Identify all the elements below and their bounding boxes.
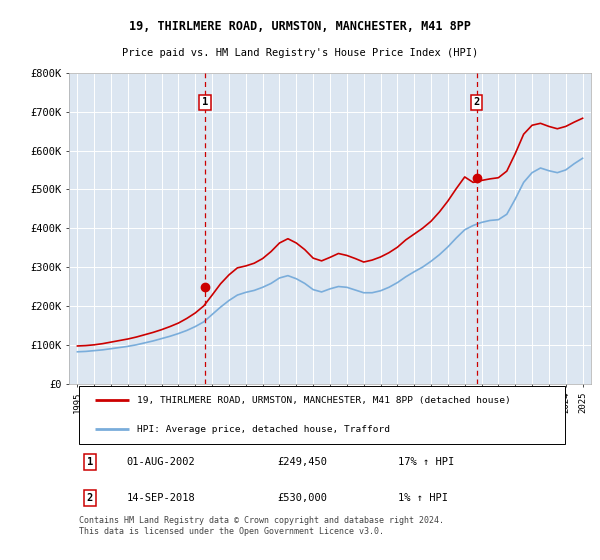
Text: Contains HM Land Registry data © Crown copyright and database right 2024.
This d: Contains HM Land Registry data © Crown c… (79, 516, 445, 536)
FancyBboxPatch shape (79, 385, 565, 444)
Text: £249,450: £249,450 (278, 458, 328, 468)
Text: 1: 1 (202, 97, 208, 108)
Text: 19, THIRLMERE ROAD, URMSTON, MANCHESTER, M41 8PP: 19, THIRLMERE ROAD, URMSTON, MANCHESTER,… (129, 20, 471, 32)
Text: 01-AUG-2002: 01-AUG-2002 (127, 458, 195, 468)
Text: 17% ↑ HPI: 17% ↑ HPI (398, 458, 454, 468)
Text: 14-SEP-2018: 14-SEP-2018 (127, 493, 195, 503)
Text: 2: 2 (87, 493, 93, 503)
Text: Price paid vs. HM Land Registry's House Price Index (HPI): Price paid vs. HM Land Registry's House … (122, 48, 478, 58)
Text: 19, THIRLMERE ROAD, URMSTON, MANCHESTER, M41 8PP (detached house): 19, THIRLMERE ROAD, URMSTON, MANCHESTER,… (137, 396, 511, 405)
Text: 1: 1 (87, 458, 93, 468)
Text: 1% ↑ HPI: 1% ↑ HPI (398, 493, 448, 503)
Text: HPI: Average price, detached house, Trafford: HPI: Average price, detached house, Traf… (137, 424, 390, 433)
Text: £530,000: £530,000 (278, 493, 328, 503)
Text: 2: 2 (473, 97, 480, 108)
